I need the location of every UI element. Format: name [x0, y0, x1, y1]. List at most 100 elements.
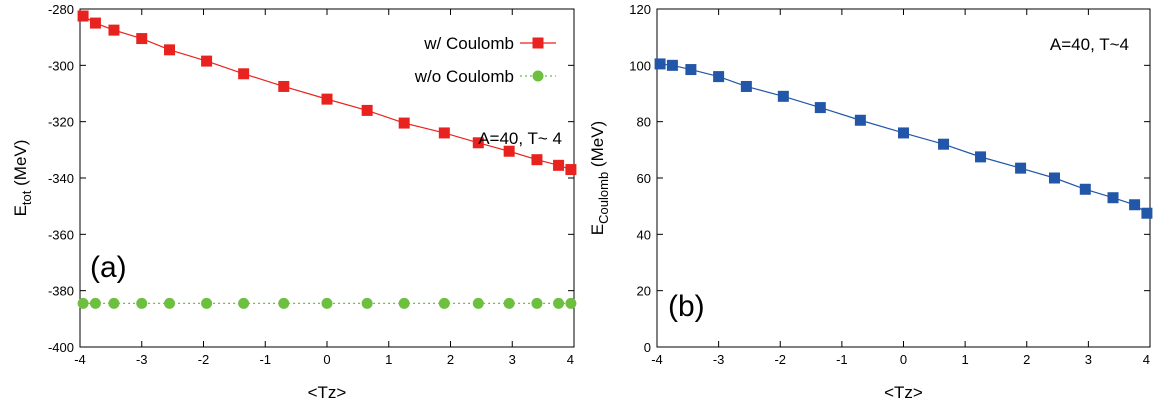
legend: w/ Coulomb w/o Coulomb: [414, 34, 556, 86]
annotation: A=40, T~ 4: [478, 129, 562, 148]
legend-label: w/o Coulomb: [414, 67, 514, 86]
data-point: [238, 68, 250, 80]
data-point: [938, 138, 950, 150]
data-point: [77, 297, 89, 309]
y-axis-label: Etot (MeV): [11, 140, 34, 217]
x-tick-label: 1: [385, 352, 392, 367]
x-tick-label: -4: [651, 352, 663, 367]
data-point: [472, 137, 484, 149]
y-tick-label: 80: [637, 115, 651, 130]
y-tick-label: 100: [629, 58, 651, 73]
data-point: [108, 297, 120, 309]
data-point: [531, 297, 543, 309]
data-point: [398, 297, 410, 309]
x-tick-label: -3: [713, 352, 725, 367]
y-tick-label: -300: [48, 58, 74, 73]
data-point: [854, 114, 866, 126]
y-tick-label: 20: [637, 284, 651, 299]
data-point: [472, 297, 484, 309]
legend-marker: [532, 37, 544, 49]
data-point: [654, 58, 666, 70]
chart-panel-b: -4 -3 -2 -1 0 1 2 3 4020406080100120<Tz>ECoulomb…: [588, 2, 1153, 402]
data-point: [361, 297, 373, 309]
data-point: [278, 297, 290, 309]
data-point: [740, 80, 752, 92]
series-1: [654, 58, 1153, 219]
data-point: [136, 33, 148, 45]
x-tick-label: 3: [1085, 352, 1092, 367]
y-tick-label: 60: [637, 171, 651, 186]
y-tick-label: -340: [48, 171, 74, 186]
data-point: [77, 10, 89, 22]
chart-panel-a: -4 -3 -2 -1 0 1 2 3 4 -400 -380 -360 -340 -320 -300 -28…: [11, 2, 577, 402]
annotation: A=40, T~4: [1050, 35, 1129, 54]
series-1: [77, 10, 577, 176]
data-point: [136, 297, 148, 309]
data-point: [777, 90, 789, 102]
data-point: [553, 297, 565, 309]
data-point: [89, 297, 101, 309]
x-tick-label: -3: [136, 352, 148, 367]
x-tick-label: 2: [447, 352, 454, 367]
data-point: [89, 17, 101, 29]
data-point: [1015, 162, 1027, 174]
x-tick-label: -1: [836, 352, 848, 367]
x-axis-label: <Tz>: [884, 383, 923, 402]
data-point: [438, 297, 450, 309]
data-point: [1079, 183, 1091, 195]
plot-frame: [79, 8, 575, 348]
data-point: [814, 102, 826, 114]
panel-label: (a): [90, 251, 127, 284]
data-point: [278, 80, 290, 92]
series-line: [660, 63, 1148, 214]
y-tick-label: -380: [48, 284, 74, 299]
y-tick-label: -400: [48, 340, 74, 355]
data-point: [164, 44, 176, 56]
x-tick-label: 1: [962, 352, 969, 367]
y-tick-label: 40: [637, 227, 651, 242]
y-tick-label: -320: [48, 115, 74, 130]
plot-frame: [656, 8, 1151, 348]
x-tick-label: 2: [1023, 352, 1030, 367]
data-point: [238, 297, 250, 309]
data-point: [503, 145, 515, 157]
data-point: [898, 127, 909, 139]
x-axis-label: <Tz>: [308, 383, 347, 402]
x-tick-label: -1: [259, 352, 271, 367]
x-tick-label: 0: [900, 352, 907, 367]
data-point: [108, 24, 120, 36]
y-tick-label: 0: [644, 340, 651, 355]
data-point: [685, 64, 697, 76]
y-tick-label: -360: [48, 227, 74, 242]
y-tick-label: -280: [48, 2, 74, 17]
data-point: [201, 55, 213, 67]
series-2: [77, 297, 577, 309]
legend-marker: [532, 70, 544, 82]
y-tick-label: 120: [629, 2, 651, 17]
data-point: [361, 104, 373, 116]
data-point: [438, 127, 450, 139]
x-tick-label: 0: [323, 352, 330, 367]
data-point: [565, 164, 577, 176]
data-point: [503, 297, 515, 309]
data-point: [713, 71, 725, 83]
data-point: [666, 59, 678, 71]
x-tick-label: 4: [1143, 352, 1150, 367]
data-point: [553, 159, 565, 171]
x-tick-label: -2: [198, 352, 210, 367]
data-point: [321, 93, 333, 105]
data-point: [531, 154, 543, 166]
data-point: [201, 297, 213, 309]
panel-label: (b): [668, 290, 705, 323]
x-tick-label: 3: [509, 352, 516, 367]
data-point: [565, 297, 577, 309]
data-point: [321, 297, 333, 309]
data-point: [1107, 192, 1119, 204]
x-tick-label: 4: [567, 352, 574, 367]
x-tick-label: -4: [74, 352, 86, 367]
data-point: [164, 297, 176, 309]
y-axis-label: ECoulomb (MeV): [588, 121, 611, 235]
legend-label: w/ Coulomb: [423, 34, 514, 53]
x-tick-label: -2: [774, 352, 786, 367]
data-point: [1048, 172, 1060, 184]
